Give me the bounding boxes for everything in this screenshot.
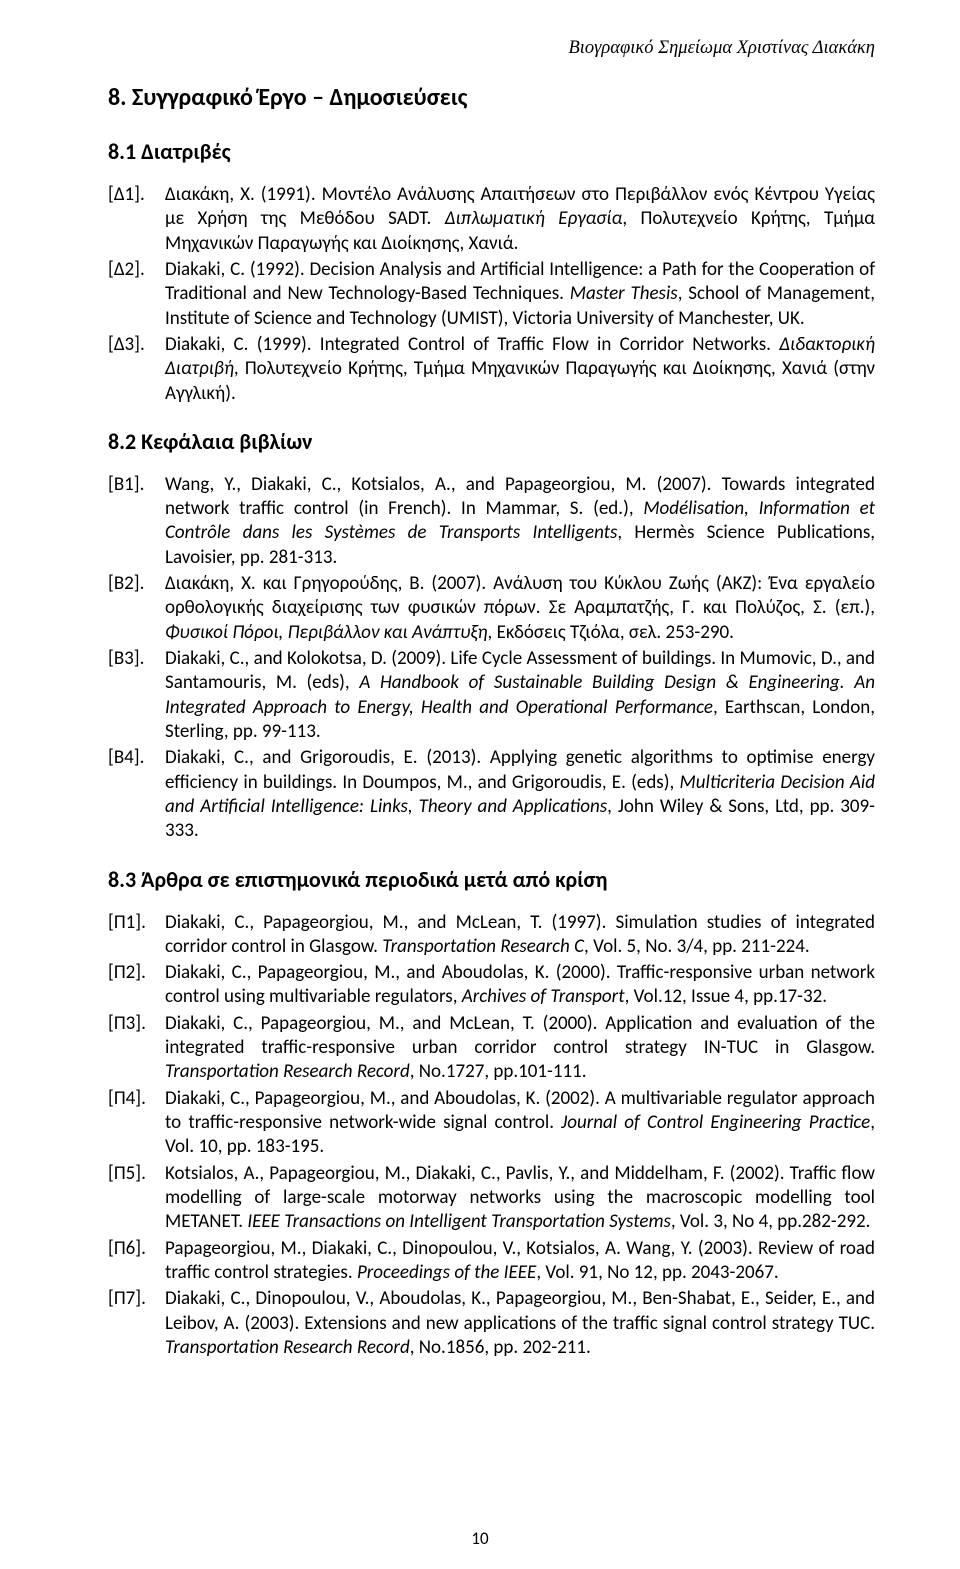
entry-body: Diakaki, C., Papageorgiou, M., and McLea… [165,911,875,960]
entry-key: [Δ1]. [108,183,165,207]
entry-body: Diakaki, C., Papageorgiou, M., and McLea… [165,1012,875,1085]
entry-key: [Π2]. [108,961,165,985]
entry-body: Papageorgiou, M., Diakaki, C., Dinopoulo… [165,1237,875,1286]
entry-key: [Π3]. [108,1012,165,1036]
dissertation-entry: [Δ1]. Διακάκη, Χ. (1991). Μοντέλο Ανάλυσ… [108,183,875,256]
entry-body: Wang, Y., Diakaki, C., Kotsialos, A., an… [165,473,875,570]
entry-body: Diakaki, C., Dinopoulou, V., Aboudolas, … [165,1287,875,1360]
journal-article-entry: [Π3]. Diakaki, C., Papageorgiou, M., and… [108,1012,875,1085]
book-chapter-entry: [B4]. Diakaki, C., and Grigoroudis, E. (… [108,746,875,843]
entry-key: [B4]. [108,746,165,770]
entry-body: Diakaki, C. (1999). Integrated Control o… [165,333,875,406]
journal-article-entry: [Π2]. Diakaki, C., Papageorgiou, M., and… [108,961,875,1010]
running-header: Βιογραφικό Σημείωμα Χριστίνας Διακάκη [108,38,875,59]
entry-key: [B2]. [108,572,165,596]
entry-body: Diakaki, C. (1992). Decision Analysis an… [165,258,875,331]
section-8-title: 8. Συγγραφικό Έργο – Δημοσιεύσεις [108,83,875,112]
page-number: 10 [0,1528,960,1549]
entry-key: [Π4]. [108,1087,165,1111]
entry-body: Diakaki, C., and Kolokotsa, D. (2009). L… [165,647,875,744]
subsection-8-3-title: 8.3 Άρθρα σε επιστημονικά περιοδικά μετά… [108,866,875,893]
entry-key: [Δ3]. [108,333,165,357]
journal-article-entry: [Π4]. Diakaki, C., Papageorgiou, M., and… [108,1087,875,1160]
book-chapter-entry: [B1]. Wang, Y., Diakaki, C., Kotsialos, … [108,473,875,570]
entry-body: Διακάκη, Χ. (1991). Μοντέλο Ανάλυσης Απα… [165,183,875,256]
journal-article-entry: [Π6]. Papageorgiou, M., Diakaki, C., Din… [108,1237,875,1286]
entry-body: Διακάκη, Χ. και Γρηγορούδης, Β. (2007). … [165,572,875,645]
subsection-8-2-title: 8.2 Κεφάλαια βιβλίων [108,428,875,455]
entry-key: [Π7]. [108,1287,165,1311]
subsection-8-1-title: 8.1 Διατριβές [108,138,875,165]
entry-key: [Π1]. [108,911,165,935]
journal-article-entry: [Π5]. Kotsialos, A., Papageorgiou, M., D… [108,1162,875,1235]
entry-body: Diakaki, C., Papageorgiou, M., and Aboud… [165,1087,875,1160]
entry-key: [B3]. [108,647,165,671]
journal-article-entry: [Π7]. Diakaki, C., Dinopoulou, V., Aboud… [108,1287,875,1360]
dissertation-entry: [Δ2]. Diakaki, C. (1992). Decision Analy… [108,258,875,331]
entry-body: Kotsialos, A., Papageorgiou, M., Diakaki… [165,1162,875,1235]
entry-key: [Π5]. [108,1162,165,1186]
entry-body: Diakaki, C., and Grigoroudis, E. (2013).… [165,746,875,843]
book-chapter-entry: [B3]. Diakaki, C., and Kolokotsa, D. (20… [108,647,875,744]
entry-key: [Δ2]. [108,258,165,282]
entry-key: [Π6]. [108,1237,165,1261]
document-page: Βιογραφικό Σημείωμα Χριστίνας Διακάκη 8.… [0,0,960,1569]
book-chapter-entry: [B2]. Διακάκη, Χ. και Γρηγορούδης, Β. (2… [108,572,875,645]
dissertation-entry: [Δ3]. Diakaki, C. (1999). Integrated Con… [108,333,875,406]
entry-key: [B1]. [108,473,165,497]
journal-article-entry: [Π1]. Diakaki, C., Papageorgiou, M., and… [108,911,875,960]
entry-body: Diakaki, C., Papageorgiou, M., and Aboud… [165,961,875,1010]
